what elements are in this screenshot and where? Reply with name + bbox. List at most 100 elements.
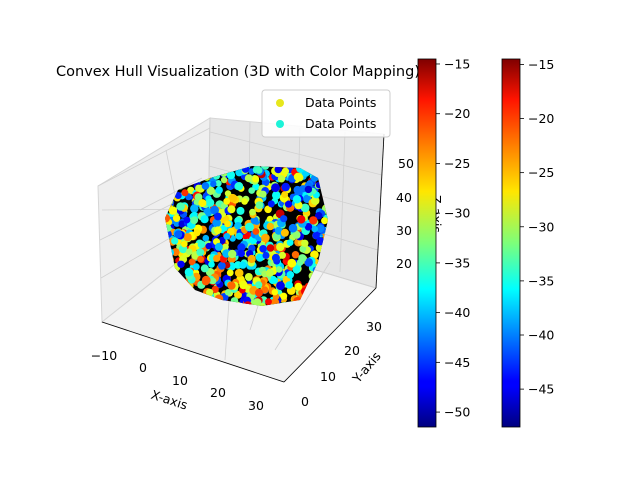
data-point [299, 185, 307, 193]
data-point [223, 197, 231, 205]
colorbar-tick-label: −25 [528, 165, 554, 180]
data-point [178, 220, 186, 228]
data-point [300, 203, 310, 213]
data-point [195, 184, 202, 192]
data-point [249, 208, 256, 216]
data-point [239, 280, 248, 290]
colorbar-1-gradient [417, 58, 437, 428]
data-point [294, 282, 303, 291]
data-point [215, 180, 222, 187]
data-point [206, 186, 215, 195]
data-point [255, 288, 263, 297]
data-point [276, 281, 285, 291]
data-point [321, 217, 328, 225]
data-point [274, 226, 283, 235]
data-point [247, 254, 256, 264]
colorbar-tick-label: −40 [528, 328, 554, 343]
data-point [237, 249, 245, 258]
data-point [292, 230, 301, 239]
x-tick-label-2: 10 [172, 373, 188, 388]
data-point [188, 258, 196, 266]
data-point [236, 206, 245, 215]
data-point [271, 253, 280, 262]
data-point [252, 298, 262, 306]
data-point [255, 166, 263, 174]
data-point [211, 285, 219, 293]
data-point [224, 220, 232, 228]
legend-label-0: Data Points [305, 95, 376, 110]
data-point [234, 290, 242, 299]
data-point [264, 205, 272, 214]
data-point [197, 255, 205, 263]
data-point [288, 223, 298, 233]
x-tick-label-3: 20 [210, 385, 226, 400]
data-point [194, 193, 203, 202]
data-point [193, 229, 201, 237]
y-tick-label-0: 0 [301, 394, 309, 409]
data-point [226, 170, 236, 180]
data-point [248, 187, 255, 194]
data-point [223, 233, 231, 240]
z-tick-label-0: 20 [396, 256, 412, 271]
colorbar-tick-label: −15 [528, 57, 554, 72]
data-point [206, 288, 214, 297]
data-point [261, 286, 269, 294]
data-point [276, 242, 285, 252]
colorbar-tick-label: −15 [444, 56, 470, 71]
data-point [274, 166, 282, 174]
data-point [205, 198, 215, 207]
data-point [287, 258, 297, 268]
data-point [285, 281, 294, 289]
data-point [190, 216, 199, 225]
chart-title: Convex Hull Visualization (3D with Color… [56, 64, 420, 80]
data-point [192, 263, 200, 271]
data-point [277, 175, 286, 183]
data-point [250, 216, 259, 225]
data-point [299, 245, 307, 253]
data-point [304, 258, 314, 267]
data-point [215, 186, 223, 194]
data-point [172, 214, 181, 222]
data-point [168, 206, 178, 215]
data-point [280, 215, 288, 223]
data-point [227, 205, 236, 214]
data-point [310, 250, 319, 259]
data-point [298, 254, 307, 263]
data-point [224, 289, 232, 296]
colorbar-tick-label: −35 [444, 255, 470, 270]
z-tick-label-1: 30 [396, 223, 412, 238]
data-point [244, 273, 253, 281]
x-tick-label-4: 30 [248, 398, 264, 413]
colorbar-tick-label: −30 [444, 206, 470, 221]
data-point [271, 277, 279, 284]
z-axis-line [375, 133, 385, 289]
data-point [311, 225, 319, 233]
y-tick-label-1: 10 [320, 369, 336, 384]
data-point [315, 224, 325, 233]
data-point [214, 242, 223, 251]
data-point [209, 277, 217, 285]
data-point [190, 204, 199, 213]
data-point [309, 216, 318, 225]
colorbar-1: −15 −20 −25 −30 −35 −40 −45 −50 [417, 56, 470, 428]
data-point [271, 183, 280, 193]
data-point [261, 233, 270, 243]
colorbar-2: −15 −20 −25 −30 −35 −40 −45 [501, 57, 554, 428]
legend-label-1: Data Points [305, 116, 376, 131]
data-point [259, 190, 267, 198]
x-tick-label-0: −10 [91, 348, 117, 363]
data-point [278, 251, 286, 259]
colorbar-tick-label: −40 [444, 305, 470, 320]
y-axis-line [283, 287, 377, 383]
data-point [252, 228, 260, 235]
data-point [280, 292, 288, 300]
y-tick-label-2: 20 [344, 343, 360, 358]
data-point [177, 260, 185, 268]
data-point [255, 253, 264, 262]
data-point [197, 240, 206, 249]
data-point [205, 242, 212, 250]
data-point [255, 201, 264, 210]
data-point [174, 192, 182, 199]
colorbar-1-ticks: −15 −20 −25 −30 −35 −40 −45 −50 [436, 56, 470, 420]
